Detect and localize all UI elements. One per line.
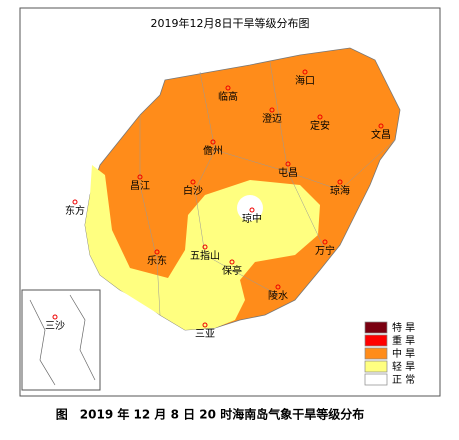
station-label: 三沙: [45, 320, 65, 332]
legend-swatch: [364, 334, 388, 347]
station-dot: [337, 179, 343, 185]
station-label: 琼海: [330, 184, 350, 197]
station-dot: [249, 207, 255, 213]
station-label: 文昌: [371, 128, 391, 141]
station-label: 万宁: [315, 244, 335, 257]
legend-swatch: [364, 321, 388, 334]
station-label: 三亚: [195, 329, 215, 340]
legend-label: 特 旱: [392, 322, 415, 334]
station-label: 昌江: [130, 180, 150, 192]
station-dot: [210, 139, 216, 145]
station-label: 澄迈: [262, 112, 282, 125]
station-dot: [317, 114, 323, 120]
station-dot: [225, 85, 231, 91]
station-label: 屯昌: [278, 166, 298, 179]
inset-coast: [29, 294, 96, 386]
station-dot: [190, 179, 196, 185]
station-dot: [202, 244, 208, 250]
station-label: 五指山: [190, 249, 220, 262]
inset-frame: [21, 289, 101, 391]
legend-label: 中 旱: [392, 347, 415, 360]
legend-label: 正 常: [392, 373, 415, 386]
legend-label: 轻 旱: [392, 360, 415, 373]
map-title: 2019年12月8日干旱等级分布图: [151, 16, 310, 30]
station-dot: [154, 249, 160, 255]
station-label: 琼中: [242, 212, 262, 225]
station-dot: [275, 284, 281, 290]
station-label: 东方: [65, 204, 85, 217]
station-dot: [378, 123, 384, 129]
caption: 图 2019 年 12 月 8 日 20 时海南岛气象干旱等级分布: [56, 407, 364, 422]
station-label: 乐东: [147, 254, 167, 267]
station-dot: [322, 239, 328, 245]
station-label: 临高: [218, 90, 238, 103]
station-dot: [302, 69, 308, 75]
legend-swatch: [364, 347, 388, 360]
station-label: 白沙: [183, 184, 203, 197]
legend-label: 重 旱: [392, 334, 415, 347]
station-dot: [269, 107, 275, 113]
county-borders: [139, 61, 396, 316]
station-dot: [285, 161, 291, 167]
legend-swatch: [364, 360, 388, 373]
station-label: 儋州: [203, 144, 223, 157]
station-dot: [52, 314, 58, 320]
station-dot: [229, 259, 235, 265]
station-label: 定安: [310, 119, 330, 132]
station-dot: [137, 174, 143, 180]
station-dot: [202, 322, 208, 328]
station-label: 陵水: [268, 290, 288, 302]
station-label: 保亭: [222, 264, 242, 277]
station-dot: [72, 199, 78, 205]
station-label: 海口: [295, 74, 315, 87]
region-normal: [237, 195, 263, 221]
legend-swatch: [364, 373, 388, 386]
